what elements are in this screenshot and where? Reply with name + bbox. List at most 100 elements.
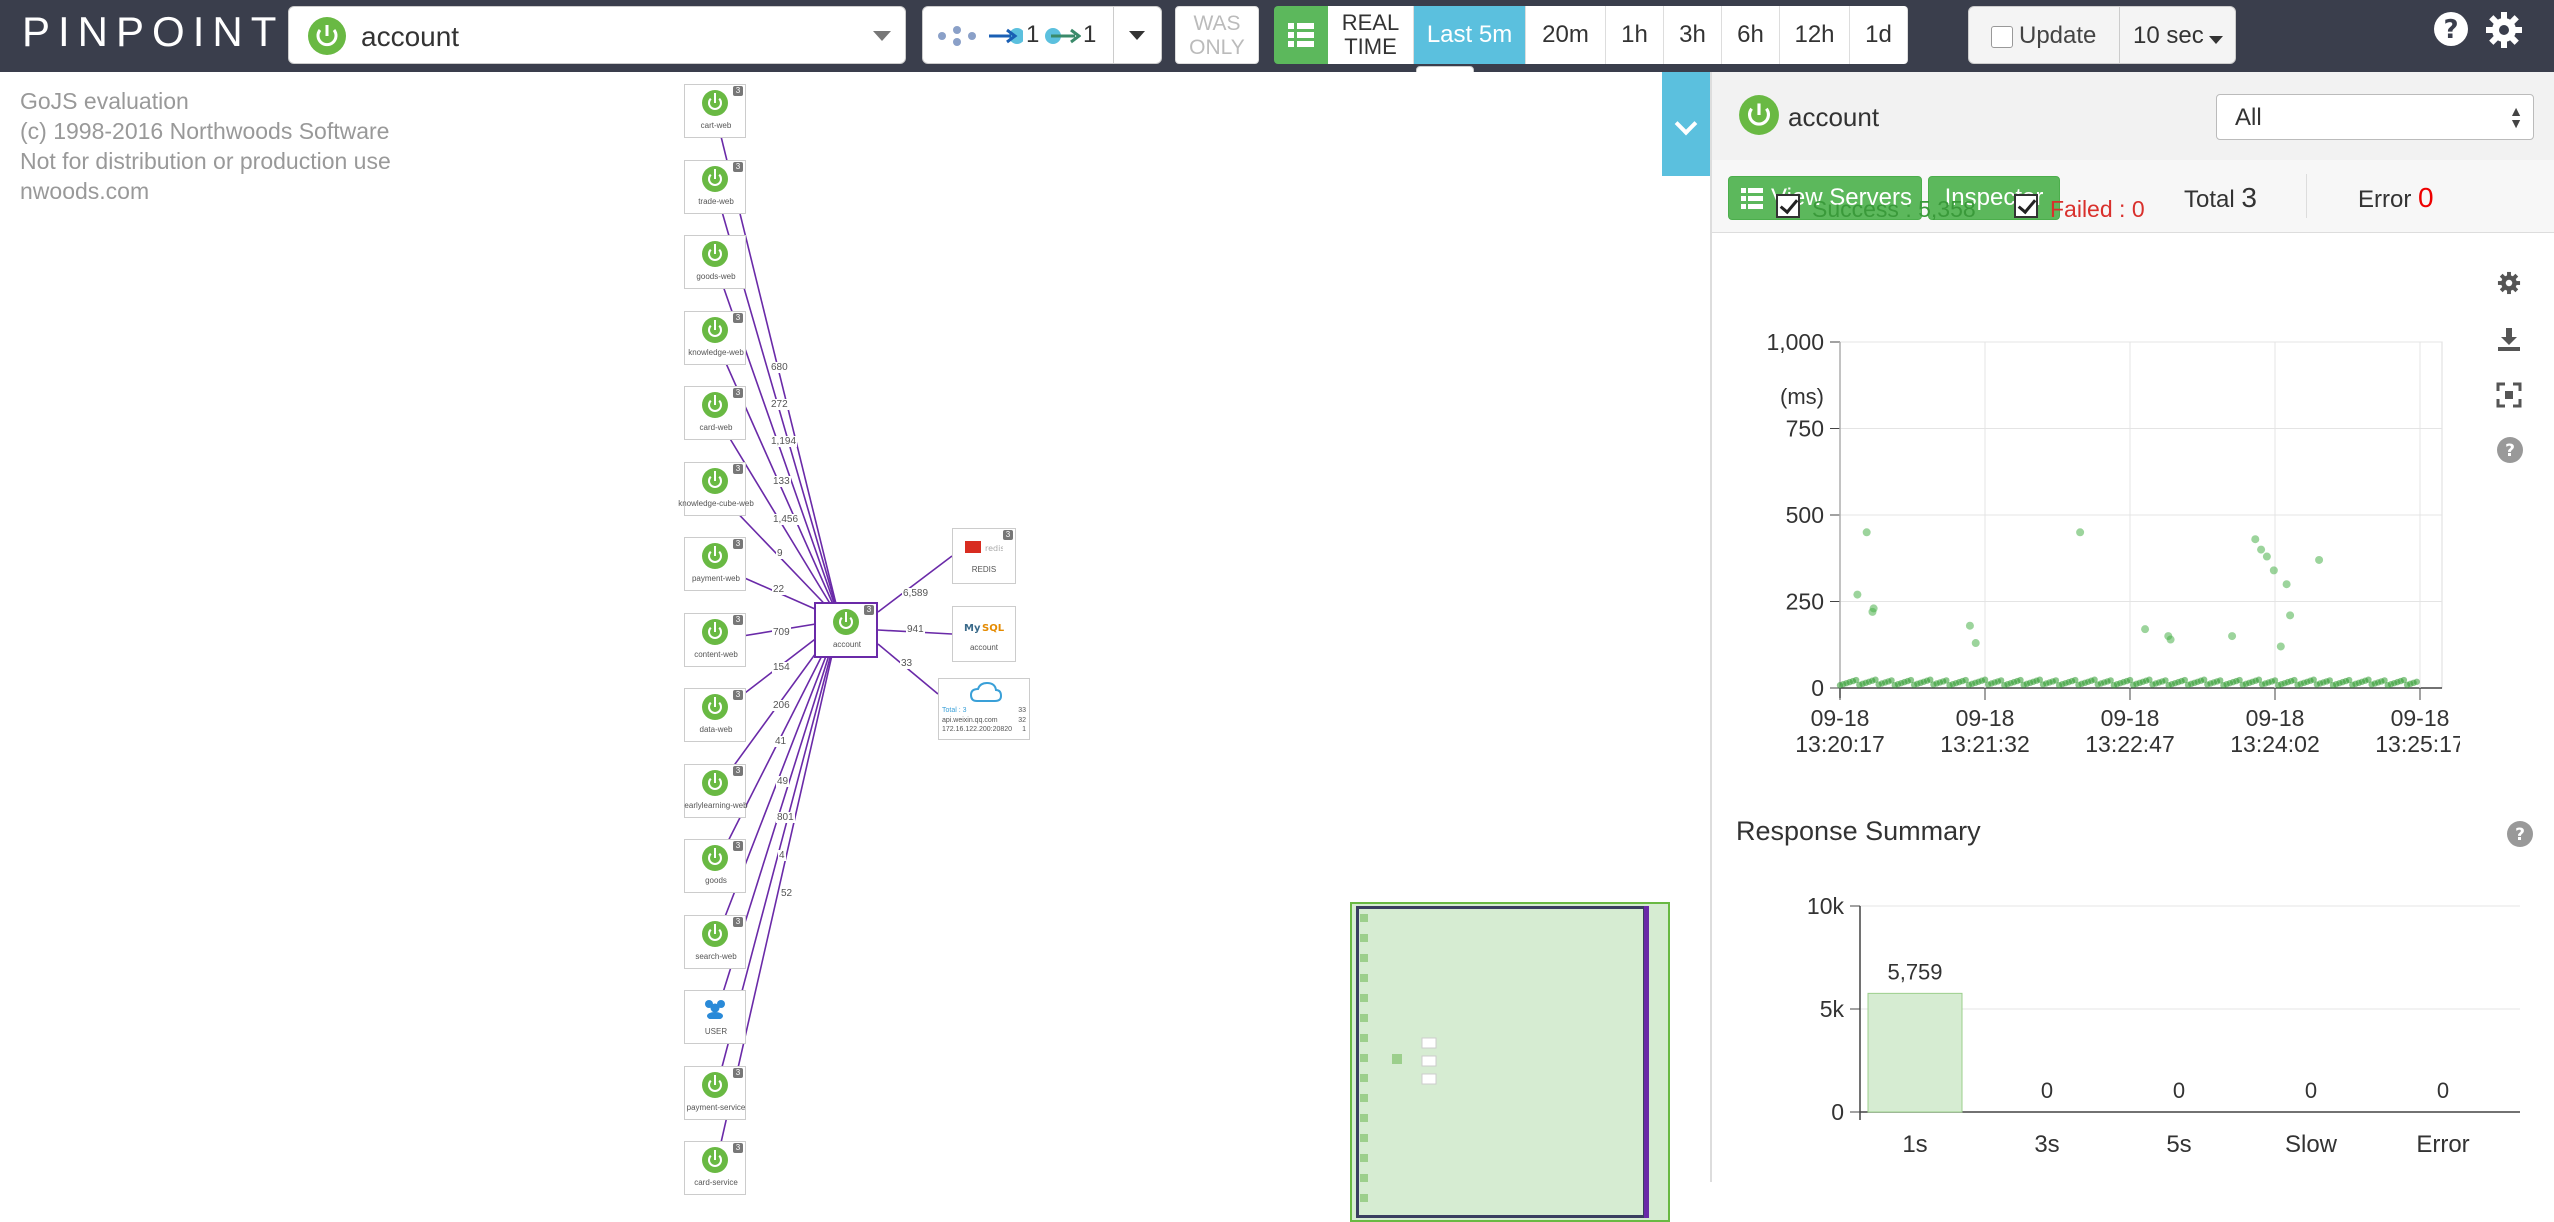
was-only-toggle[interactable]: WAS ONLY: [1175, 6, 1259, 64]
gear-icon[interactable]: [2484, 10, 2524, 50]
success-legend[interactable]: Success : 5,358: [1812, 196, 1976, 222]
node-badge: 3: [733, 614, 743, 625]
panel-app-name: account: [1788, 102, 1880, 132]
node-badge: 3: [733, 1143, 743, 1153]
map-node[interactable]: 3 data-web: [684, 688, 746, 742]
map-node[interactable]: 3 knowledge-web: [684, 310, 746, 365]
power-icon: [308, 17, 346, 55]
inspector-button[interactable]: Inspector: [1928, 176, 2060, 220]
y-tick-label: 0: [1811, 675, 1824, 701]
node-label: data-web: [699, 725, 733, 734]
scatter-point: [2228, 632, 2237, 641]
map-node[interactable]: 3 trade-web: [684, 159, 746, 214]
info-panel: account All ▲ ▼ View Servers Inspector To…: [1710, 72, 2554, 1182]
map-node[interactable]: 3 payment-web: [684, 537, 746, 591]
scatter-point: [2365, 676, 2372, 683]
x-tick-label-date: 09-18: [1956, 705, 2015, 731]
map-node[interactable]: 3 earlylearning-web: [684, 763, 748, 818]
scatter-point: [1869, 604, 1878, 613]
power-icon: [702, 618, 728, 645]
pinpoint-logo[interactable]: PINPOINT: [22, 8, 285, 55]
gojs-watermark: GoJS evaluation (c) 1998-2016 Northwoods …: [20, 88, 391, 204]
power-icon: [702, 845, 728, 871]
map-node[interactable]: goods-web: [684, 235, 746, 289]
power-icon: [702, 467, 728, 494]
map-node[interactable]: 3 card-service: [684, 1141, 746, 1195]
map-node[interactable]: 3 content-web: [684, 612, 746, 667]
response-time-scatter-chart[interactable]: 1,0007505002500(ms)09-1813:20:1709-1813:…: [1760, 320, 2460, 780]
list-view-button[interactable]: [1274, 6, 1328, 64]
map-overview[interactable]: [1350, 902, 1670, 1222]
map-node[interactable]: 3 search-web: [684, 914, 746, 969]
node-badge: 3: [733, 86, 743, 96]
scatter-point: [2036, 676, 2043, 683]
map-node[interactable]: 3 cart-web: [684, 84, 746, 138]
help-icon[interactable]: ?: [2496, 436, 2524, 464]
chevron-down-icon: [873, 31, 891, 41]
edge-count: 709: [772, 627, 791, 638]
outbound-arrow-icon: [1045, 28, 1081, 44]
success-checkbox[interactable]: [1776, 194, 1800, 218]
3h-button[interactable]: 3h: [1664, 6, 1722, 64]
search-depth-control[interactable]: 1 1: [922, 6, 1162, 64]
map-node[interactable]: USER: [684, 990, 746, 1044]
failed-checkbox[interactable]: [2014, 194, 2038, 218]
map-node[interactable]: 3 knowledge-cube-web: [678, 461, 754, 516]
x-tick-label-time: 13:20:17: [1795, 731, 1885, 757]
node-badge: 3: [733, 161, 743, 172]
response-summary-title: Response Summary: [1736, 816, 1981, 846]
power-icon: [702, 1071, 728, 1098]
scatter-point: [2315, 555, 2324, 564]
last-5m-button[interactable]: Last 5m: [1414, 6, 1526, 64]
node-label: content-web: [694, 649, 738, 659]
edge-count: 9: [776, 548, 784, 559]
x-tick-label-date: 09-18: [1811, 705, 1870, 731]
scatter-point: [2276, 642, 2285, 651]
external-cloud-node[interactable]: Total : 3 33 api.weixin.qq.com 32 172.16…: [938, 678, 1030, 740]
node-label: payment-web: [691, 574, 741, 583]
collapse-panel-button[interactable]: [1662, 72, 1710, 176]
download-icon[interactable]: [2496, 326, 2522, 352]
x-tick-label-date: 09-18: [2101, 705, 2160, 731]
scatter-point: [2052, 677, 2060, 684]
scatter-point: [2271, 677, 2279, 684]
fullscreen-icon[interactable]: [2496, 382, 2522, 408]
settings-gear-icon[interactable]: [2496, 270, 2522, 296]
map-node[interactable]: 3 goods: [684, 839, 746, 893]
depth-dropdown-icon[interactable]: [1129, 31, 1145, 40]
inbound-depth: 1: [1026, 21, 1040, 48]
power-icon: [702, 90, 728, 116]
20m-button[interactable]: 20m: [1526, 6, 1606, 64]
failed-legend[interactable]: Failed : 0: [2050, 196, 2145, 222]
12h-button[interactable]: 12h: [1780, 6, 1850, 64]
help-icon[interactable]: ?: [2432, 10, 2470, 48]
scatter-point: [2381, 677, 2388, 684]
help-icon[interactable]: ?: [2506, 820, 2534, 848]
power-icon: [702, 543, 728, 569]
scatter-point: [2262, 552, 2271, 561]
auto-update-control: Update 10 sec: [1968, 6, 2236, 64]
map-node[interactable]: 3 payment-service: [684, 1065, 746, 1120]
update-interval-select[interactable]: 10 sec: [2133, 22, 2204, 49]
application-select[interactable]: account: [288, 6, 906, 64]
realtime-button[interactable]: REAL TIME: [1328, 6, 1414, 64]
scatter-point: [1997, 677, 2005, 684]
category-label: 1s: [1902, 1131, 1927, 1158]
agent-filter-select[interactable]: All ▲ ▼: [2216, 94, 2534, 140]
response-summary-bar-chart[interactable]: 10k 5k 0 5,759 1s 0 3s 0 5s 0 Slow 0 Error: [1760, 880, 2520, 1180]
scatter-point: [2146, 676, 2153, 683]
map-node[interactable]: 3 card-web: [684, 386, 746, 440]
chevron-down-icon: [2209, 36, 2223, 44]
1h-button[interactable]: 1h: [1606, 6, 1664, 64]
6h-button[interactable]: 6h: [1722, 6, 1780, 64]
1d-button[interactable]: 1d: [1850, 6, 1908, 64]
power-icon: [702, 769, 728, 796]
server-map[interactable]: GoJS evaluation (c) 1998-2016 Northwoods …: [0, 72, 1710, 1222]
scatter-point: [2345, 676, 2353, 684]
scatter-point: [2126, 676, 2134, 684]
mysql-node[interactable]: My SQL account: [952, 606, 1016, 662]
update-checkbox[interactable]: [1991, 26, 2013, 48]
redis-node[interactable]: redis 3 REDIS: [952, 528, 1016, 584]
center-node-account[interactable]: 3 account: [814, 602, 878, 658]
category-label: Error: [2416, 1131, 2469, 1158]
